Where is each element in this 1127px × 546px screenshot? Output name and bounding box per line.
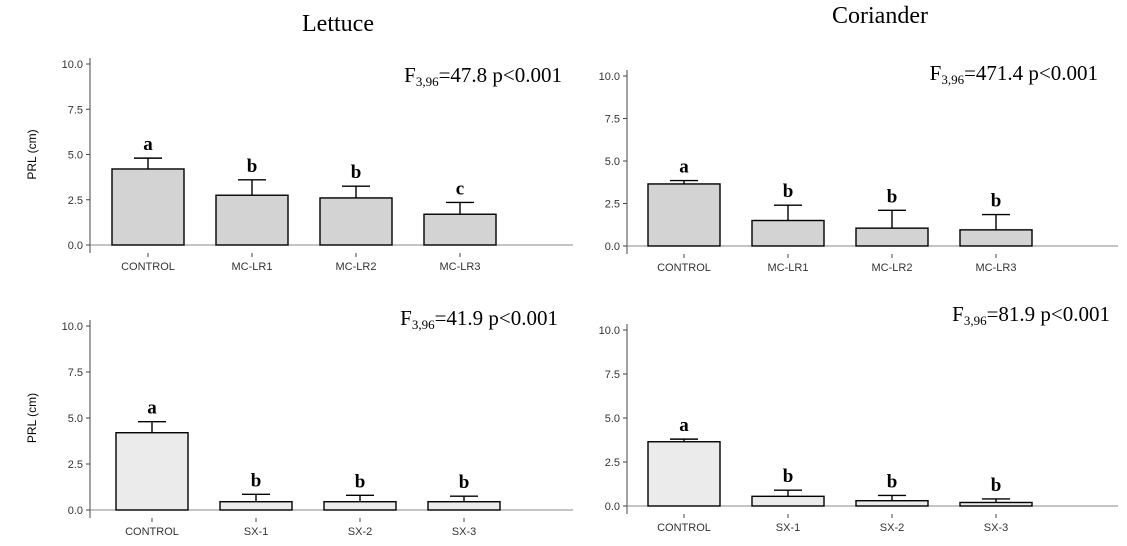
significance-letter: b bbox=[887, 471, 898, 492]
error-bar-control bbox=[138, 420, 166, 433]
bar-mc-lr3 bbox=[959, 229, 1033, 247]
significance-letter: b bbox=[355, 471, 366, 492]
x-tick-label: SX-3 bbox=[452, 526, 476, 538]
y-tick-label: 7.5 bbox=[605, 369, 620, 381]
bar-sx-3 bbox=[959, 501, 1033, 507]
error-bar-control bbox=[134, 157, 162, 169]
error-bar-control bbox=[670, 179, 698, 184]
error-bar-mc-lr2 bbox=[342, 185, 370, 198]
error-bar-mc-lr1 bbox=[238, 179, 266, 196]
significance-letter: b bbox=[351, 162, 362, 183]
x-tick-label: CONTROL bbox=[125, 526, 179, 538]
chart-panel-3: 0.0 2.5 5.0 7.5 10.0 PRL (cm) a CONTROL b SX-1 b SX… bbox=[25, 306, 573, 538]
significance-letter: b bbox=[783, 466, 794, 487]
error-bar-sx-3 bbox=[450, 495, 478, 502]
y-tick-label: 0.0 bbox=[605, 501, 620, 513]
y-tick-label: 7.5 bbox=[68, 104, 83, 116]
x-tick-label: SX-2 bbox=[880, 522, 904, 534]
panels: 0.0 2.5 5.0 7.5 10.0 PRL (cm) a CONTROL b MC-LR1 b… bbox=[25, 58, 1118, 538]
y-tick-label: 5.0 bbox=[605, 413, 620, 425]
y-tick-label: 5.0 bbox=[68, 150, 83, 162]
significance-letter: b bbox=[251, 470, 262, 491]
column-title-lettuce: Lettuce bbox=[302, 11, 374, 37]
x-tick-label: MC-LR1 bbox=[232, 261, 273, 273]
error-bar-mc-lr1 bbox=[774, 204, 802, 221]
error-bar-sx-2 bbox=[878, 494, 906, 501]
x-tick-label: CONTROL bbox=[657, 522, 711, 534]
chart-panel-1: 0.0 2.5 5.0 7.5 10.0 PRL (cm) a CONTROL b MC-LR1 b… bbox=[25, 58, 573, 273]
bar-sx-3 bbox=[427, 501, 501, 511]
significance-letter: a bbox=[147, 398, 157, 419]
bar-control bbox=[111, 168, 185, 246]
error-bar-mc-lr3 bbox=[982, 213, 1010, 230]
significance-letter: b bbox=[783, 181, 794, 202]
chart-panel-4: 0.0 2.5 5.0 7.5 10.0 a CONTROL b SX-1 b SX-2 b SX-3 F… bbox=[599, 302, 1118, 534]
error-bar-sx-1 bbox=[242, 493, 270, 502]
f-statistic: F3,96=471.4 p<0.001 bbox=[930, 61, 1098, 87]
y-tick-label: 10.0 bbox=[599, 325, 620, 337]
error-bar-sx-1 bbox=[774, 489, 802, 497]
significance-letter: a bbox=[143, 134, 153, 155]
x-tick-label: SX-2 bbox=[348, 526, 372, 538]
bar-mc-lr1 bbox=[751, 219, 825, 247]
f-statistic: F3,96=47.8 p<0.001 bbox=[404, 63, 562, 89]
bar-sx-2 bbox=[323, 501, 397, 511]
y-tick-label: 2.5 bbox=[605, 199, 620, 211]
significance-letter: b bbox=[459, 472, 470, 493]
column-title-coriander: Coriander bbox=[832, 3, 928, 29]
bar-sx-2 bbox=[855, 500, 929, 507]
bar-mc-lr1 bbox=[215, 194, 289, 246]
chart-panel-2: 0.0 2.5 5.0 7.5 10.0 a CONTROL b MC-LR1 b MC-LR2 b M… bbox=[599, 61, 1118, 274]
f-statistic: F3,96=41.9 p<0.001 bbox=[400, 306, 558, 332]
y-tick-label: 2.5 bbox=[68, 195, 83, 207]
bar-mc-lr2 bbox=[319, 197, 393, 246]
y-tick-label: 0.0 bbox=[68, 240, 83, 252]
y-tick-label: 10.0 bbox=[62, 321, 83, 333]
error-bar-sx-2 bbox=[346, 494, 374, 502]
bar-control bbox=[115, 432, 189, 511]
y-axis-label: PRL (cm) bbox=[25, 129, 39, 179]
significance-letter: c bbox=[456, 178, 464, 199]
bar-sx-1 bbox=[751, 495, 825, 507]
significance-letter: a bbox=[679, 415, 689, 436]
bar-mc-lr3 bbox=[423, 213, 497, 246]
y-tick-label: 0.0 bbox=[68, 505, 83, 517]
y-tick-label: 10.0 bbox=[62, 59, 83, 71]
x-tick-label: CONTROL bbox=[121, 261, 175, 273]
significance-letter: b bbox=[247, 156, 258, 177]
y-tick-label: 2.5 bbox=[605, 457, 620, 469]
f-statistic: F3,96=81.9 p<0.001 bbox=[952, 302, 1110, 328]
x-tick-label: SX-1 bbox=[776, 522, 800, 534]
y-tick-label: 2.5 bbox=[68, 459, 83, 471]
y-tick-label: 7.5 bbox=[68, 367, 83, 379]
significance-letter: b bbox=[991, 191, 1002, 212]
x-tick-label: MC-LR2 bbox=[336, 261, 377, 273]
significance-letter: a bbox=[679, 157, 689, 178]
bar-control bbox=[647, 441, 721, 507]
y-axis-label: PRL (cm) bbox=[25, 393, 39, 443]
y-tick-label: 5.0 bbox=[68, 413, 83, 425]
error-bar-mc-lr3 bbox=[446, 201, 474, 215]
significance-letter: b bbox=[887, 186, 898, 207]
x-tick-label: SX-3 bbox=[984, 522, 1008, 534]
x-tick-label: MC-LR1 bbox=[768, 262, 809, 274]
bar-sx-1 bbox=[219, 501, 293, 511]
x-tick-label: MC-LR2 bbox=[872, 262, 913, 274]
bar-control bbox=[647, 183, 721, 247]
y-tick-label: 5.0 bbox=[605, 156, 620, 168]
error-bar-control bbox=[670, 438, 698, 442]
bar-mc-lr2 bbox=[855, 227, 929, 247]
x-tick-label: SX-1 bbox=[244, 526, 268, 538]
x-tick-label: MC-LR3 bbox=[440, 261, 481, 273]
significance-letter: b bbox=[991, 475, 1002, 496]
error-bar-mc-lr2 bbox=[878, 209, 906, 229]
y-tick-label: 0.0 bbox=[605, 241, 620, 253]
y-tick-label: 7.5 bbox=[605, 114, 620, 126]
x-tick-label: MC-LR3 bbox=[976, 262, 1017, 274]
x-tick-label: CONTROL bbox=[657, 262, 711, 274]
error-bar-sx-3 bbox=[982, 498, 1010, 503]
y-tick-label: 10.0 bbox=[599, 71, 620, 83]
